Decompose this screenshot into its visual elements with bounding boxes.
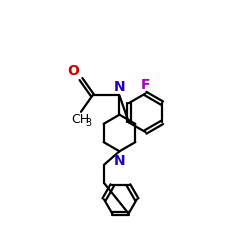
Text: CH: CH <box>71 113 89 126</box>
Text: O: O <box>67 64 79 78</box>
Text: N: N <box>114 154 125 168</box>
Text: N: N <box>114 80 126 94</box>
Text: F: F <box>141 78 150 92</box>
Text: 3: 3 <box>86 118 92 128</box>
